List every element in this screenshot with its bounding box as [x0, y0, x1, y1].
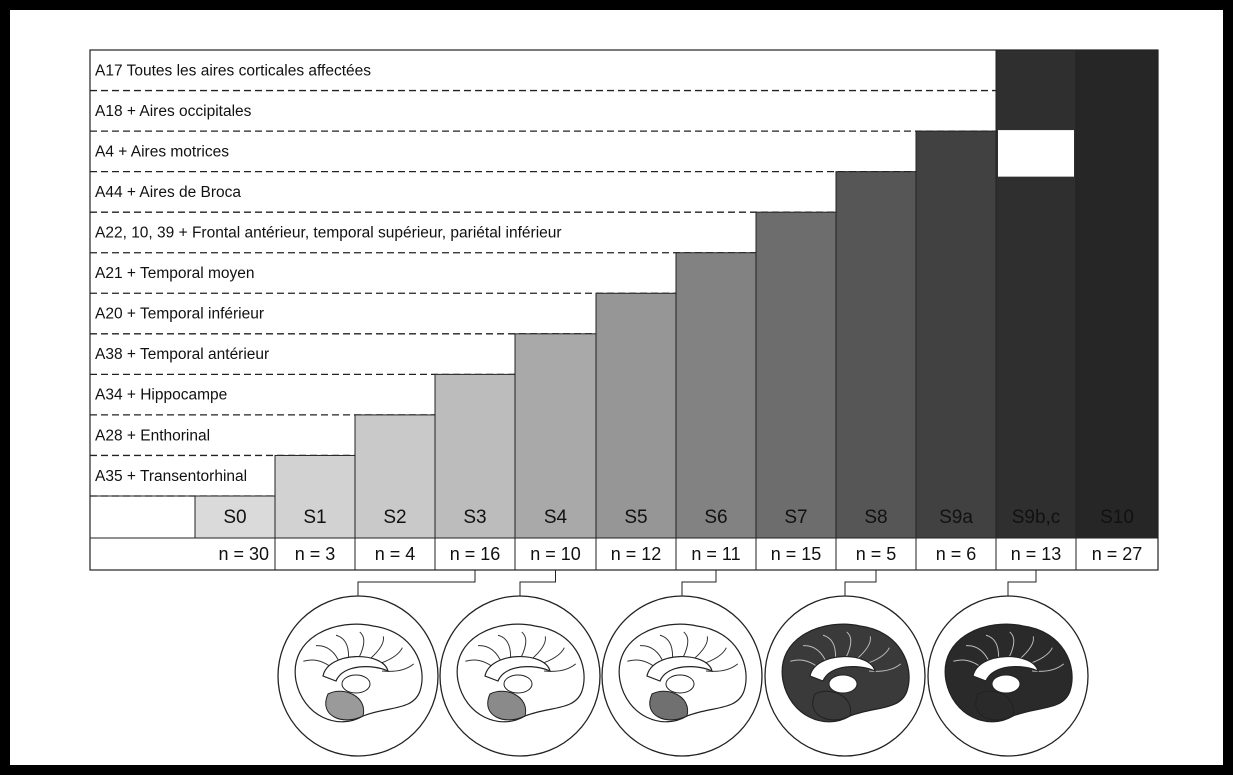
stage-column [836, 172, 916, 538]
row-label: A20 + Temporal inférieur [95, 306, 264, 323]
stage-column [756, 212, 836, 538]
row-label: A35 + Transentorhinal [95, 468, 247, 485]
stage-label: S9a [939, 507, 973, 528]
row-label: A44 + Aires de Broca [95, 184, 241, 201]
n-label: n = 11 [691, 544, 740, 564]
stage-label: S5 [624, 507, 647, 528]
stage-label: S4 [544, 507, 568, 528]
thalamus [992, 675, 1020, 693]
stage-label: S2 [383, 507, 406, 528]
n-label: n = 13 [1011, 544, 1062, 564]
row-label: A28 + Enthorinal [95, 427, 210, 444]
n-label: n = 15 [771, 544, 822, 564]
row-label: A38 + Temporal antérieur [95, 346, 269, 363]
figure: A17 Toutes les aires corticales affectée… [0, 0, 1233, 775]
brain-icon [440, 596, 600, 756]
row-label: A34 + Hippocampe [95, 387, 227, 404]
brain-icon [602, 596, 762, 756]
stage-label: S10 [1100, 507, 1134, 528]
thalamus [829, 675, 857, 693]
stage-label: S6 [704, 507, 727, 528]
stage-column [596, 293, 676, 538]
n-label: n = 5 [856, 544, 897, 564]
thalamus [342, 675, 370, 693]
stage-label: S7 [784, 507, 807, 528]
brain-icon [278, 596, 438, 756]
page: {"rows": [ "A17 Toutes les aires cortica… [0, 0, 1233, 775]
brain-icon [765, 596, 925, 756]
row-label: A17 Toutes les aires corticales affectée… [95, 62, 371, 79]
n-label: n = 10 [530, 544, 581, 564]
row-label: A21 + Temporal moyen [95, 265, 255, 282]
row-label: A22, 10, 39 + Frontal antérieur, tempora… [95, 225, 562, 242]
row-label: A4 + Aires motrices [95, 143, 229, 160]
stage-column [676, 253, 756, 538]
stage-column [916, 131, 996, 538]
stage-label: S0 [223, 507, 246, 528]
n-label: n = 6 [936, 544, 977, 564]
n-label: n = 3 [295, 544, 336, 564]
stage-column [1076, 50, 1158, 538]
n-label: n = 16 [450, 544, 501, 564]
thalamus [666, 675, 694, 693]
stage-label: S9b,c [1012, 507, 1061, 528]
row-label: A18 + Aires occipitales [95, 103, 252, 120]
n-label: n = 30 [218, 544, 269, 564]
stage-label: S8 [864, 507, 887, 528]
brain-icon [928, 596, 1088, 756]
stage-label: S1 [303, 507, 326, 528]
column-gap [998, 130, 1074, 177]
stage-label: S3 [463, 507, 486, 528]
n-label: n = 27 [1092, 544, 1143, 564]
n-label: n = 4 [375, 544, 416, 564]
n-label: n = 12 [611, 544, 662, 564]
stage-column [996, 50, 1076, 538]
thalamus [504, 675, 532, 693]
